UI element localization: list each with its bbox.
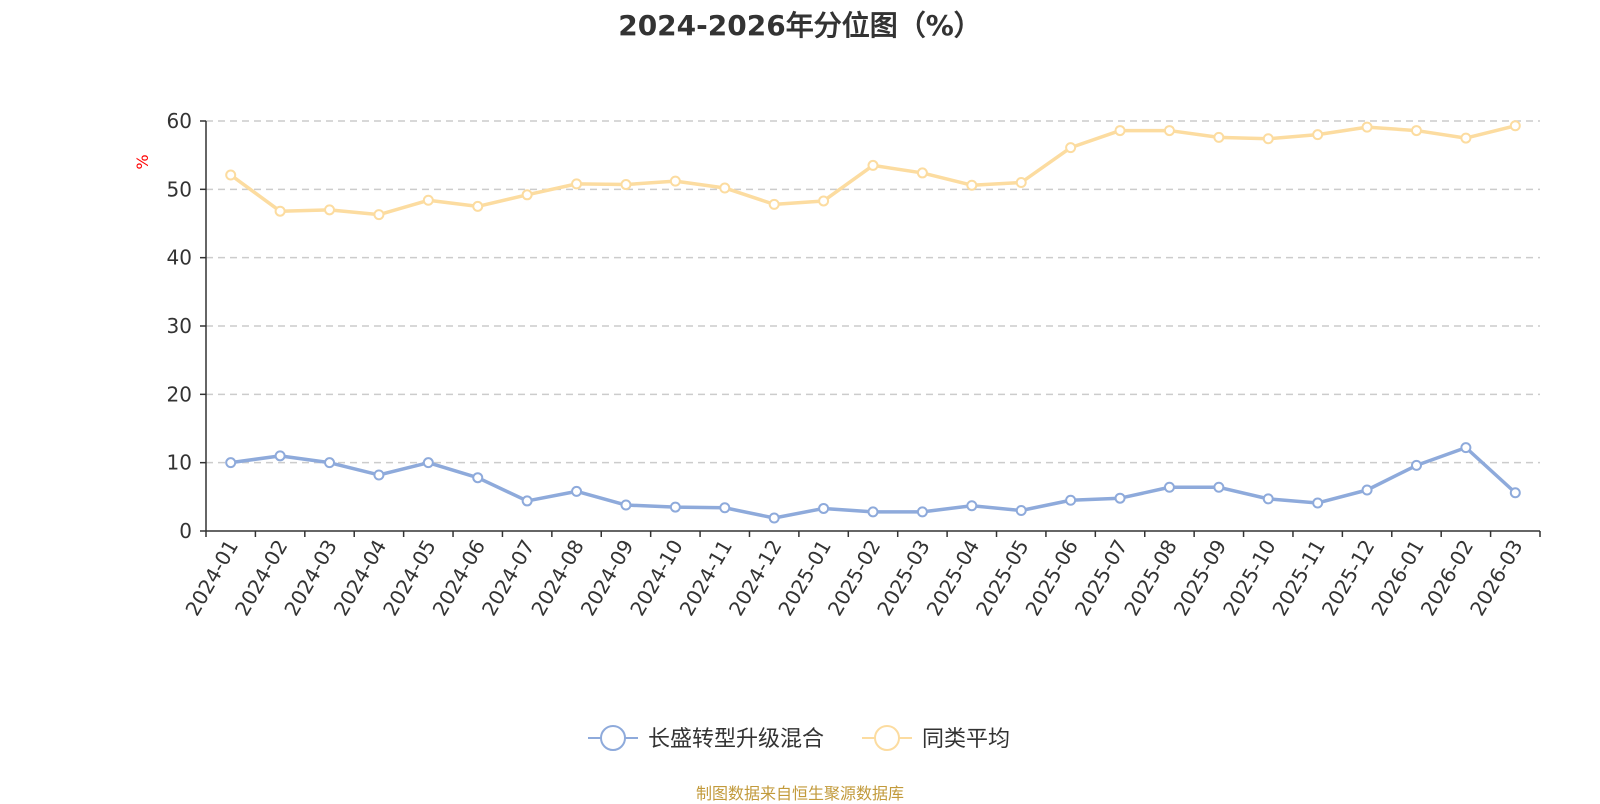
y-tick-label-10: 10 [167, 451, 192, 475]
point-长盛转型升级混合-2024-12 [768, 512, 780, 524]
legend-swatch-marker-1 [874, 725, 900, 751]
legend-item-1: 同类平均 [862, 725, 1010, 752]
legend: 长盛转型升级混合 同类平均 [588, 725, 1010, 752]
point-同类平均-2025-10 [1262, 133, 1274, 145]
y-tick-label-40: 40 [167, 246, 192, 270]
y-tick-label-30: 30 [167, 314, 192, 338]
point-同类平均-2024-10 [669, 175, 681, 187]
legend-swatch-marker-0 [600, 725, 626, 751]
point-长盛转型升级混合-2024-10 [669, 501, 681, 513]
point-同类平均-2025-05 [1015, 177, 1027, 188]
point-长盛转型升级混合-2026-03 [1509, 487, 1521, 499]
point-长盛转型升级混合-2025-01 [818, 502, 830, 514]
legend-label-0: 长盛转型升级混合 [648, 727, 824, 752]
point-同类平均-2025-09 [1213, 131, 1225, 143]
point-长盛转型升级混合-2024-01 [225, 457, 237, 469]
point-同类平均-2024-07 [521, 189, 533, 201]
point-同类平均-2025-01 [818, 195, 830, 207]
point-同类平均-2024-04 [373, 209, 385, 221]
point-长盛转型升级混合-2024-04 [373, 469, 385, 481]
series-lines [225, 120, 1521, 524]
point-长盛转型升级混合-2024-02 [274, 450, 286, 462]
point-长盛转型升级混合-2024-07 [521, 495, 533, 507]
point-长盛转型升级混合-2025-07 [1114, 492, 1126, 504]
legend-item-0: 长盛转型升级混合 [588, 725, 824, 752]
point-同类平均-2025-11 [1312, 129, 1324, 141]
point-同类平均-2025-08 [1163, 125, 1175, 137]
point-同类平均-2024-12 [768, 198, 780, 210]
point-同类平均-2025-12 [1361, 121, 1373, 133]
point-长盛转型升级混合-2025-06 [1065, 494, 1077, 506]
point-长盛转型升级混合-2025-09 [1213, 481, 1225, 493]
point-同类平均-2024-05 [422, 194, 434, 206]
point-长盛转型升级混合-2024-03 [324, 457, 336, 469]
point-长盛转型升级混合-2024-08 [571, 485, 583, 497]
point-长盛转型升级混合-2025-11 [1312, 497, 1324, 509]
y-tick-label-50: 50 [167, 177, 192, 201]
point-同类平均-2024-11 [719, 182, 731, 194]
point-长盛转型升级混合-2025-03 [916, 506, 928, 518]
point-同类平均-2026-02 [1460, 132, 1472, 144]
point-长盛转型升级混合-2025-02 [867, 506, 879, 518]
point-同类平均-2026-01 [1410, 125, 1422, 137]
legend-label-1: 同类平均 [922, 727, 1010, 752]
point-长盛转型升级混合-2025-12 [1361, 484, 1373, 496]
point-长盛转型升级混合-2025-05 [1015, 505, 1027, 516]
chart-title: 2024-2026年分位图（%） [618, 9, 982, 42]
series-0 [225, 442, 1521, 524]
point-同类平均-2026-03 [1509, 120, 1521, 132]
y-tick-label-0: 0 [179, 519, 192, 543]
point-同类平均-2024-08 [571, 178, 583, 190]
point-同类平均-2024-03 [324, 204, 336, 216]
point-长盛转型升级混合-2024-11 [719, 502, 731, 514]
point-同类平均-2024-01 [225, 169, 237, 181]
point-长盛转型升级混合-2026-01 [1410, 459, 1422, 471]
point-长盛转型升级混合-2025-10 [1262, 493, 1274, 505]
point-长盛转型升级混合-2024-06 [472, 472, 484, 484]
point-同类平均-2025-06 [1065, 142, 1077, 154]
data-source-note: 制图数据来自恒生聚源数据库 [695, 784, 904, 803]
axes: 0102030405060%2024-012024-022024-032024-… [133, 109, 1541, 620]
point-同类平均-2025-07 [1114, 125, 1126, 137]
point-同类平均-2025-02 [867, 159, 879, 171]
point-同类平均-2025-03 [916, 167, 928, 179]
y-tick-label-60: 60 [167, 109, 192, 133]
point-长盛转型升级混合-2024-09 [620, 499, 632, 511]
y-tick-label-20: 20 [167, 382, 192, 406]
point-同类平均-2024-09 [620, 179, 632, 191]
point-长盛转型升级混合-2026-02 [1460, 442, 1472, 454]
point-长盛转型升级混合-2024-05 [422, 457, 434, 469]
point-长盛转型升级混合-2025-08 [1163, 481, 1175, 493]
point-同类平均-2024-02 [274, 205, 286, 217]
grid-lines [206, 120, 1540, 464]
y-axis-unit: % [133, 154, 152, 169]
series-1 [225, 120, 1521, 221]
point-长盛转型升级混合-2025-04 [966, 500, 978, 512]
point-同类平均-2025-04 [966, 179, 978, 191]
point-同类平均-2024-06 [472, 200, 484, 212]
